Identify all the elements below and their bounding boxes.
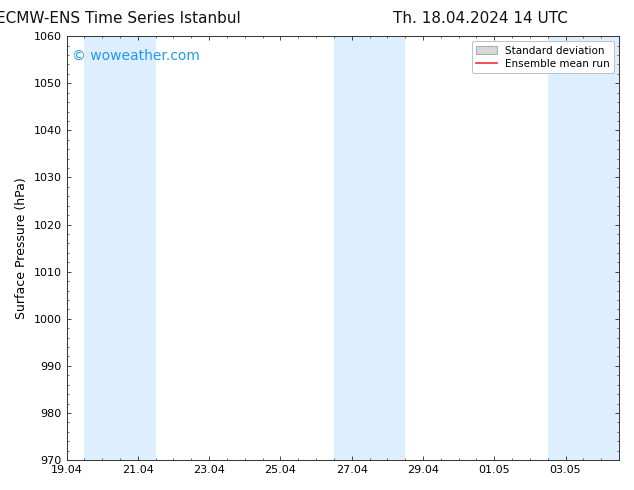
Bar [84, 36, 156, 460]
Bar [548, 36, 619, 460]
Text: © woweather.com: © woweather.com [72, 49, 200, 63]
Text: ECMW-ENS Time Series Istanbul: ECMW-ENS Time Series Istanbul [0, 11, 241, 26]
Legend: Standard deviation, Ensemble mean run: Standard deviation, Ensemble mean run [472, 41, 614, 73]
Y-axis label: Surface Pressure (hPa): Surface Pressure (hPa) [15, 177, 28, 319]
Bar [334, 36, 405, 460]
Text: Th. 18.04.2024 14 UTC: Th. 18.04.2024 14 UTC [393, 11, 568, 26]
